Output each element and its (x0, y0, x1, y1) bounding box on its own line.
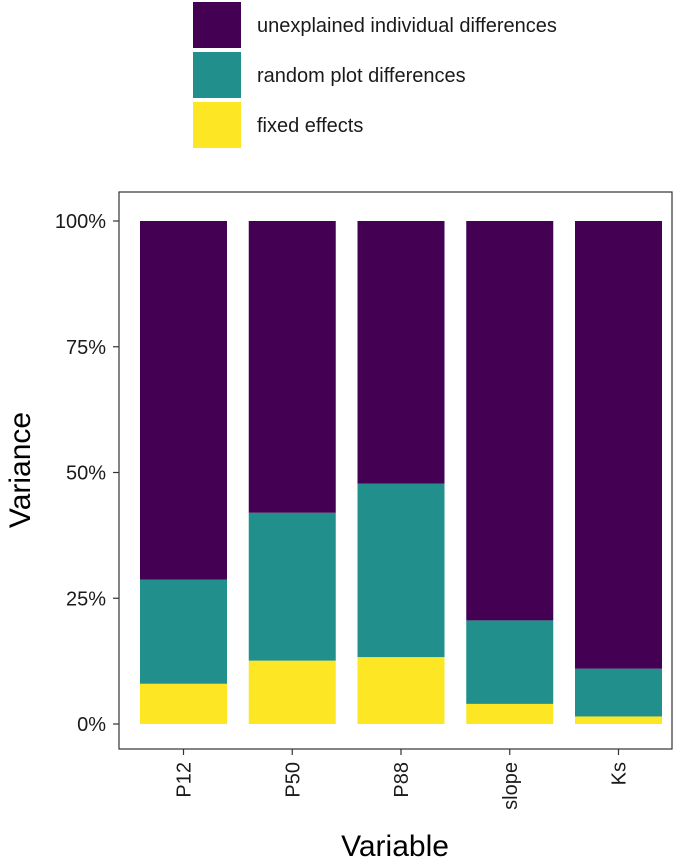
y-tick-label: 25% (66, 588, 106, 610)
y-tick-label: 100% (55, 211, 106, 233)
legend: unexplained individual differences random… (193, 2, 557, 148)
bar-p50-fixed-effects (248, 660, 336, 724)
bar-ks-random-plot-differences (575, 668, 662, 717)
x-tick-label: P88 (391, 762, 413, 798)
y-axis: 0% 25% 50% 75% 100% (55, 211, 119, 736)
bars (140, 221, 662, 724)
legend-swatch-fixed-effects (193, 102, 241, 148)
bar-p88-random-plot-differences (357, 483, 445, 658)
y-axis-title: Variance (4, 412, 37, 528)
x-axis: P12 P50 P88 slope Ks (174, 749, 631, 810)
bar-p12-fixed-effects (140, 683, 227, 724)
bar-slope-fixed-effects (466, 703, 554, 724)
y-tick-label: 75% (66, 337, 106, 359)
legend-label-fixed-effects: fixed effects (257, 115, 363, 137)
legend-label-random-plot-differences: random plot differences (257, 65, 466, 87)
bar-slope-random-plot-differences (466, 620, 554, 704)
bar-ks-fixed-effects (575, 716, 662, 724)
bar-p50-unexplained-individual-differences (248, 221, 336, 513)
x-tick-label: P12 (174, 762, 196, 798)
legend-label-unexplained-individual-differences: unexplained individual differences (257, 15, 557, 37)
x-tick-label: Ks (609, 762, 631, 785)
bar-p50-random-plot-differences (248, 512, 336, 661)
legend-swatch-unexplained-individual-differences (193, 2, 241, 48)
bar-p88-unexplained-individual-differences (357, 221, 445, 484)
bar-p88-fixed-effects (357, 657, 445, 724)
bar-ks-unexplained-individual-differences (575, 221, 662, 669)
bar-p12-unexplained-individual-differences (140, 221, 227, 580)
y-tick-label: 50% (66, 463, 106, 485)
bar-slope-unexplained-individual-differences (466, 221, 554, 621)
legend-swatch-random-plot-differences (193, 52, 241, 98)
y-tick-label: 0% (77, 714, 106, 736)
x-tick-label: slope (500, 762, 522, 810)
bar-p12-random-plot-differences (140, 579, 227, 684)
x-tick-label: P50 (282, 762, 304, 798)
x-axis-title: Variable (341, 830, 449, 862)
